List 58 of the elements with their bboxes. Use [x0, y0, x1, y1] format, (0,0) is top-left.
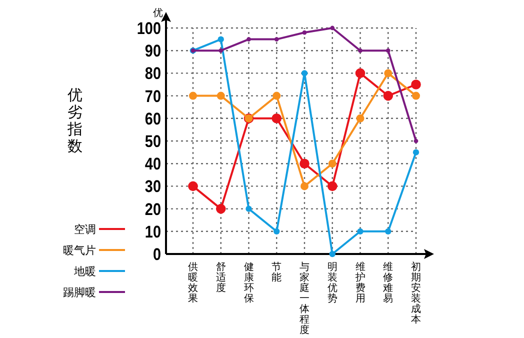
- point: [216, 92, 225, 100]
- point: [385, 228, 392, 234]
- x-tick-label: 舒适度: [216, 261, 226, 294]
- y-tick-label: 50: [144, 132, 162, 152]
- point: [412, 92, 420, 100]
- legend-label: 踢脚暖: [63, 286, 96, 299]
- point: [274, 228, 280, 234]
- x-tick-label: 明装优势: [327, 262, 338, 304]
- legend-label: 暖气片: [63, 244, 96, 257]
- point: [218, 48, 224, 53]
- point: [356, 114, 364, 122]
- x-tick-label: 节能: [272, 261, 282, 284]
- y-tick-label: 70: [144, 88, 162, 106]
- y-tick-label: 10: [144, 223, 162, 242]
- x-tick-label: 维修难易: [383, 261, 394, 304]
- point: [329, 250, 336, 258]
- point: [358, 48, 362, 53]
- point: [300, 182, 308, 190]
- y-tick-label: 90: [144, 42, 162, 61]
- point: [414, 138, 418, 144]
- point: [246, 206, 252, 212]
- point: [300, 158, 310, 168]
- legend-label: 地暖: [73, 265, 96, 278]
- y-tick-label: 100: [136, 20, 162, 38]
- point: [328, 160, 336, 168]
- text: 优: [153, 8, 163, 19]
- point: [302, 30, 307, 35]
- y-tick-label: 20: [144, 200, 162, 220]
- point: [412, 149, 420, 156]
- point: [383, 90, 394, 101]
- point: [355, 68, 366, 78]
- point: [357, 228, 364, 234]
- x-tick-label: 维护费用: [354, 261, 366, 304]
- point: [330, 26, 335, 30]
- x-tick-label: 初期安装成本: [411, 261, 421, 326]
- point: [327, 181, 338, 192]
- y-tick-label: 60: [144, 110, 162, 129]
- point: [386, 48, 390, 53]
- y-axis-title: 优劣指数: [66, 86, 82, 155]
- point: [189, 92, 197, 100]
- point: [216, 204, 226, 214]
- x-tick-label: 健康环保: [244, 262, 254, 304]
- point: [274, 37, 279, 42]
- point: [188, 181, 198, 192]
- legend-label: 空调: [74, 223, 96, 236]
- point: [218, 36, 224, 42]
- point: [411, 80, 421, 90]
- x-tick-label: 与家庭一体程度: [300, 261, 310, 336]
- y-tick-label: 80: [144, 65, 162, 84]
- x-tick-label: 供暖效果: [188, 262, 198, 304]
- y-tick-label: 0: [152, 246, 162, 264]
- point: [384, 69, 392, 78]
- y-tick-label: 30: [144, 178, 162, 197]
- point: [272, 114, 282, 124]
- y-tick-label: 40: [144, 156, 162, 174]
- point: [272, 92, 281, 100]
- point: [246, 37, 251, 42]
- point: [301, 70, 308, 76]
